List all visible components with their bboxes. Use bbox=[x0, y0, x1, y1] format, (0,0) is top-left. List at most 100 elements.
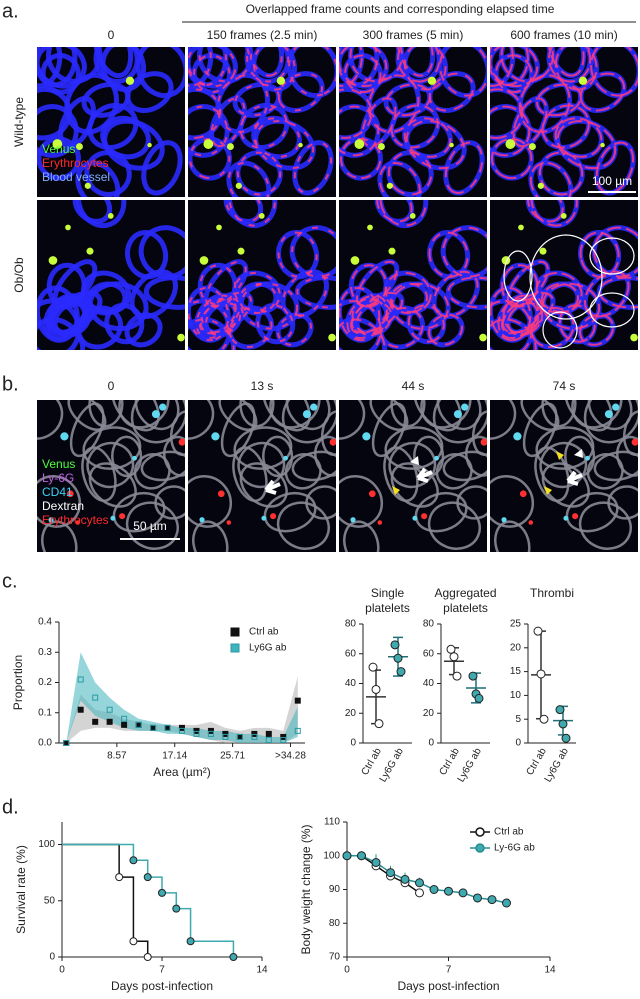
erythrocyte-trace bbox=[542, 282, 601, 330]
region-circle bbox=[589, 292, 635, 328]
y-tick-label: 20 bbox=[345, 708, 357, 719]
vessel bbox=[118, 400, 170, 429]
erythrocyte-trace bbox=[396, 47, 434, 77]
y-tick-label: 0 bbox=[428, 738, 434, 749]
vessel bbox=[125, 501, 179, 550]
vessel bbox=[465, 435, 487, 477]
point bbox=[121, 721, 128, 728]
erythrocyte-trace bbox=[288, 47, 336, 97]
cell-dot bbox=[48, 256, 58, 265]
arrowhead bbox=[392, 486, 400, 495]
cell-dot bbox=[199, 517, 205, 523]
cell-dot bbox=[328, 333, 336, 342]
point bbox=[342, 851, 352, 861]
legend-label: CD41 bbox=[42, 485, 73, 499]
vessel bbox=[72, 200, 113, 224]
survival-curve bbox=[62, 843, 235, 957]
arrowhead bbox=[410, 456, 419, 465]
vessel bbox=[37, 317, 86, 350]
cell-dot bbox=[368, 490, 376, 498]
point bbox=[178, 727, 185, 734]
erythrocyte-trace bbox=[407, 304, 445, 343]
vessel bbox=[37, 400, 64, 440]
cell-dot bbox=[612, 403, 620, 411]
vessel bbox=[104, 302, 145, 345]
erythrocyte-trace bbox=[527, 200, 564, 223]
point bbox=[207, 730, 214, 737]
erythrocyte-trace bbox=[234, 83, 280, 117]
point bbox=[555, 705, 565, 715]
vessel bbox=[58, 95, 96, 149]
vessel bbox=[369, 400, 409, 431]
y-tick-label: 100 bbox=[323, 850, 340, 861]
erythrocyte-trace bbox=[346, 294, 388, 340]
vessel bbox=[75, 160, 121, 197]
x-tick-label: 7 bbox=[446, 965, 452, 976]
x-tick-label: 7 bbox=[159, 965, 165, 976]
region-circle bbox=[542, 311, 578, 349]
erythrocyte-trace bbox=[512, 97, 548, 148]
cell-dot bbox=[434, 455, 439, 461]
chart-title: platelets bbox=[443, 601, 488, 615]
legend-label: Dextran bbox=[42, 499, 84, 513]
cell-dot bbox=[505, 139, 516, 149]
erythrocyte-trace bbox=[339, 88, 373, 139]
erythrocyte-trace bbox=[556, 120, 617, 170]
vessel bbox=[226, 160, 272, 197]
cell-dot bbox=[604, 410, 613, 419]
erythrocyte-trace bbox=[228, 306, 273, 349]
point bbox=[371, 684, 381, 694]
vessel bbox=[262, 435, 294, 478]
vessel bbox=[388, 441, 437, 489]
vessel bbox=[37, 47, 78, 88]
cell-dot bbox=[585, 455, 590, 461]
cell-dot bbox=[513, 432, 522, 441]
erythrocyte-trace bbox=[356, 260, 398, 308]
erythrocyte-trace bbox=[245, 47, 283, 77]
vessel bbox=[141, 140, 183, 196]
x-tick-label: 17.14 bbox=[162, 751, 187, 762]
erythrocyte-trace bbox=[188, 88, 222, 139]
erythrocyte-trace bbox=[428, 231, 469, 278]
cell-dot bbox=[119, 513, 126, 520]
vessel bbox=[490, 475, 535, 528]
erythrocyte-trace bbox=[529, 161, 572, 197]
arrow bbox=[566, 470, 583, 486]
y-tick-label: 0.1 bbox=[38, 707, 52, 718]
point bbox=[92, 718, 99, 725]
vessel bbox=[539, 441, 588, 489]
point bbox=[280, 733, 287, 740]
cell-dot bbox=[519, 490, 527, 498]
vessel bbox=[64, 72, 119, 135]
region-circle bbox=[529, 234, 603, 320]
point bbox=[446, 644, 456, 654]
point bbox=[92, 694, 99, 701]
erythrocyte-trace bbox=[548, 47, 592, 83]
vessel bbox=[125, 230, 169, 280]
cell-dot bbox=[261, 515, 267, 521]
point bbox=[222, 730, 229, 737]
erythrocyte-trace bbox=[339, 47, 388, 88]
erythrocyte-trace bbox=[540, 283, 579, 314]
cell-dot bbox=[276, 76, 286, 85]
erythrocyte-trace bbox=[256, 304, 294, 343]
arrowhead bbox=[574, 449, 583, 458]
vessel bbox=[143, 275, 185, 310]
cell-dot bbox=[630, 333, 638, 342]
vessel bbox=[339, 47, 380, 88]
micrograph bbox=[490, 200, 638, 350]
vessel bbox=[81, 446, 117, 503]
vessel bbox=[125, 71, 174, 113]
cell-dot bbox=[479, 333, 487, 342]
point bbox=[222, 733, 229, 740]
point bbox=[558, 719, 568, 729]
panel-label: b. bbox=[2, 373, 19, 395]
vessel bbox=[218, 400, 258, 431]
point bbox=[396, 667, 406, 677]
erythrocyte-trace bbox=[554, 117, 603, 158]
x-tick-label: 14 bbox=[544, 965, 556, 976]
y-tick-label: 40 bbox=[423, 678, 435, 689]
point bbox=[193, 727, 200, 734]
cell-dot bbox=[427, 76, 437, 85]
erythrocyte-trace bbox=[216, 74, 269, 133]
